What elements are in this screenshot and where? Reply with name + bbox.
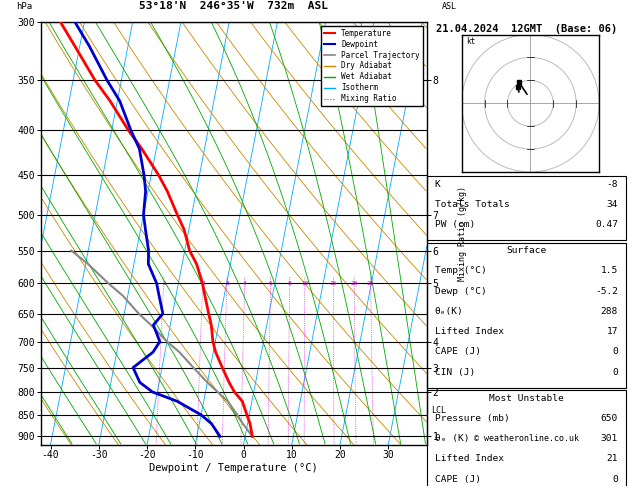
Text: -5.2: -5.2 [595,287,618,295]
Text: CAPE (J): CAPE (J) [435,475,481,484]
Text: PW (cm): PW (cm) [435,220,475,229]
Text: 0: 0 [612,475,618,484]
Text: -8: -8 [606,180,618,189]
Text: CIN (J): CIN (J) [435,368,475,377]
Text: 0: 0 [612,368,618,377]
Text: hPa: hPa [16,2,32,11]
Text: CAPE (J): CAPE (J) [435,347,481,356]
Bar [427,176,626,241]
Text: Dewp (°C): Dewp (°C) [435,287,487,295]
Bar [427,243,626,388]
Legend: Temperature, Dewpoint, Parcel Trajectory, Dry Adiabat, Wet Adiabat, Isotherm, Mi: Temperature, Dewpoint, Parcel Trajectory… [321,26,423,106]
Text: LCL: LCL [431,406,446,415]
Text: © weatheronline.co.uk: © weatheronline.co.uk [474,434,579,443]
Text: 25: 25 [367,281,374,286]
Text: 301: 301 [601,434,618,443]
Text: Surface: Surface [506,246,547,255]
Text: Most Unstable: Most Unstable [489,394,564,402]
Text: 4: 4 [243,281,247,286]
Text: 15: 15 [330,281,337,286]
Text: 3: 3 [225,281,229,286]
Text: Temp (°C): Temp (°C) [435,266,487,275]
Text: 34: 34 [606,200,618,209]
Text: 0.47: 0.47 [595,220,618,229]
Text: 288: 288 [601,307,618,316]
Text: θₑ (K): θₑ (K) [435,434,469,443]
Text: 53°18'N  246°35'W  732m  ASL: 53°18'N 246°35'W 732m ASL [140,1,328,11]
Text: 1: 1 [162,281,166,286]
Bar [427,390,626,486]
Text: 2: 2 [201,281,205,286]
Text: 650: 650 [601,414,618,423]
X-axis label: Dewpoint / Temperature (°C): Dewpoint / Temperature (°C) [150,463,318,473]
Text: Pressure (mb): Pressure (mb) [435,414,509,423]
Text: 17: 17 [606,327,618,336]
Text: 0: 0 [612,347,618,356]
Text: θₑ(K): θₑ(K) [435,307,464,316]
Text: Totals Totals: Totals Totals [435,200,509,209]
Text: 1.5: 1.5 [601,266,618,275]
Text: 10: 10 [301,281,309,286]
Text: Mixing Ratio (g/kg): Mixing Ratio (g/kg) [458,186,467,281]
Text: km
ASL: km ASL [442,0,457,11]
Text: 21: 21 [606,454,618,464]
Text: Lifted Index: Lifted Index [435,454,504,464]
Text: 20: 20 [350,281,358,286]
Text: 21.04.2024  12GMT  (Base: 06): 21.04.2024 12GMT (Base: 06) [436,24,617,34]
Text: Lifted Index: Lifted Index [435,327,504,336]
Text: K: K [435,180,440,189]
Text: 6: 6 [269,281,272,286]
Text: 8: 8 [288,281,292,286]
